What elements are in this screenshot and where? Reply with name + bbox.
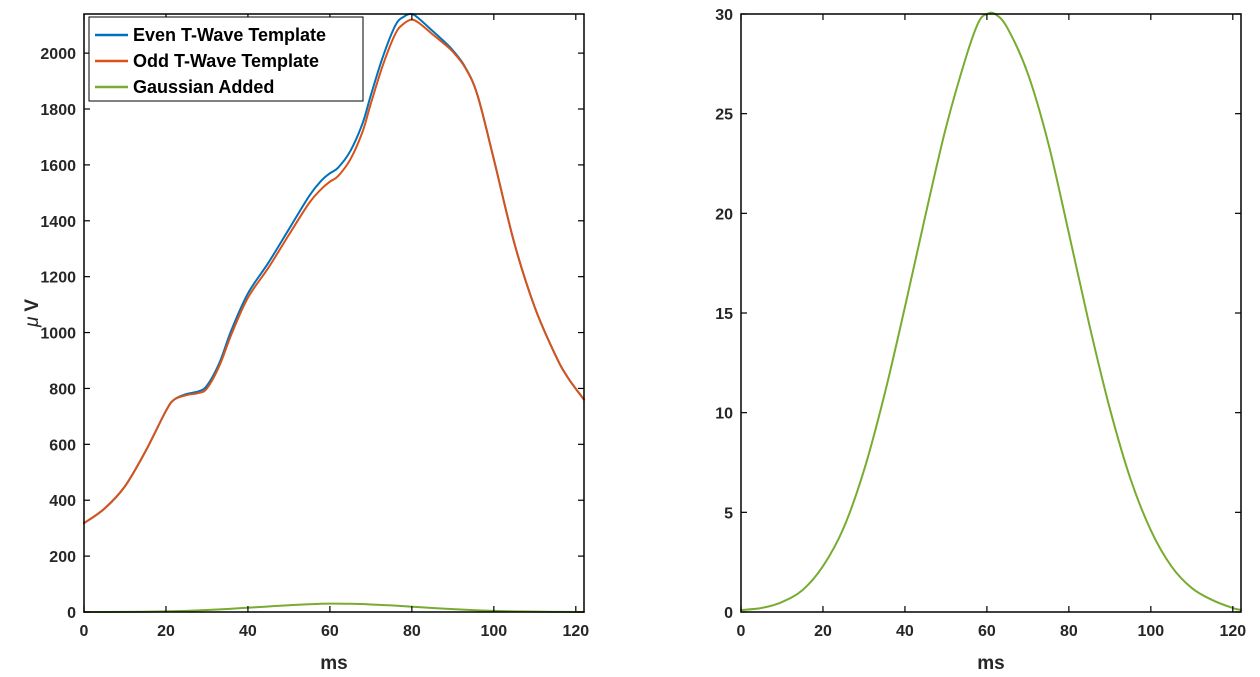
left-y-tick-label: 1200 — [40, 270, 76, 287]
left-axes-box — [83, 13, 585, 613]
right-x-axis-label: ms — [977, 653, 1004, 674]
left-x-tick-label: 80 — [403, 623, 421, 640]
left-y-axis-label-unit: V — [22, 299, 43, 312]
right-x-tick-label: 80 — [1060, 623, 1078, 640]
right-y-tick-label: 15 — [715, 306, 733, 323]
left-ticks-group: 0 20 40 60 80 100 1200200400600800100012001400… — [40, 14, 589, 640]
left-x-tick-label: 20 — [157, 623, 175, 640]
right-series-0-line — [740, 11, 1242, 612]
right-x-tick-label: 20 — [814, 623, 832, 640]
left-y-tick-label: 800 — [49, 381, 76, 398]
left-x-tick-label: 100 — [480, 623, 507, 640]
left-y-tick-label: 1600 — [40, 158, 76, 175]
right-x-tick-label: 120 — [1219, 623, 1246, 640]
right-chart: 0 20 40 60 80 100 120 0 5 10 15 20 25 30 ms — [715, 7, 1246, 674]
left-y-axis-label: μV — [22, 299, 43, 328]
right-x-tick-label: 40 — [896, 623, 914, 640]
right-ticks-group: 0 20 40 60 80 100 120 0 5 10 15 20 25 30 — [715, 7, 1246, 640]
right-x-tick-label: 0 — [737, 623, 746, 640]
right-series-group — [740, 11, 1242, 612]
left-x-tick-label: 40 — [239, 623, 257, 640]
left-chart: 0 20 40 60 80 100 1200200400600800100012001400… — [22, 12, 589, 674]
left-x-axis-label: ms — [320, 653, 347, 674]
left-y-tick-label: 400 — [49, 493, 76, 510]
left-y-tick-label: 1800 — [40, 102, 76, 119]
left-y-tick-label: 0 — [67, 605, 76, 622]
left-series-1-line — [83, 18, 585, 525]
right-x-tick-label: 100 — [1137, 623, 1164, 640]
right-y-tick-label: 5 — [724, 505, 733, 522]
left-y-tick-label: 200 — [49, 549, 76, 566]
legend-label-gaussian: Gaussian Added — [133, 77, 274, 97]
left-x-tick-label: 120 — [562, 623, 589, 640]
right-y-tick-label: 30 — [715, 7, 733, 24]
left-x-tick-label: 0 — [80, 623, 89, 640]
left-plot-area — [84, 14, 584, 612]
left-y-tick-label: 1000 — [40, 326, 76, 343]
legend-label-even: Even T-Wave Template — [133, 25, 326, 45]
left-y-tick-label: 2000 — [40, 46, 76, 63]
right-y-tick-label: 10 — [715, 406, 733, 423]
right-x-tick-label: 60 — [978, 623, 996, 640]
left-x-tick-label: 60 — [321, 623, 339, 640]
right-y-tick-label: 25 — [715, 107, 733, 124]
left-y-tick-label: 1400 — [40, 214, 76, 231]
left-y-axis-label-prefix: μ — [22, 316, 43, 328]
legend-label-odd: Odd T-Wave Template — [133, 51, 319, 71]
right-plot-area — [741, 14, 1241, 612]
right-y-tick-label: 20 — [715, 206, 733, 223]
legend-box — [88, 16, 364, 102]
left-y-tick-label: 600 — [49, 437, 76, 454]
right-y-tick-label: 0 — [724, 605, 733, 622]
legend: Even T-Wave Template Odd T-Wave Template… — [88, 16, 364, 102]
